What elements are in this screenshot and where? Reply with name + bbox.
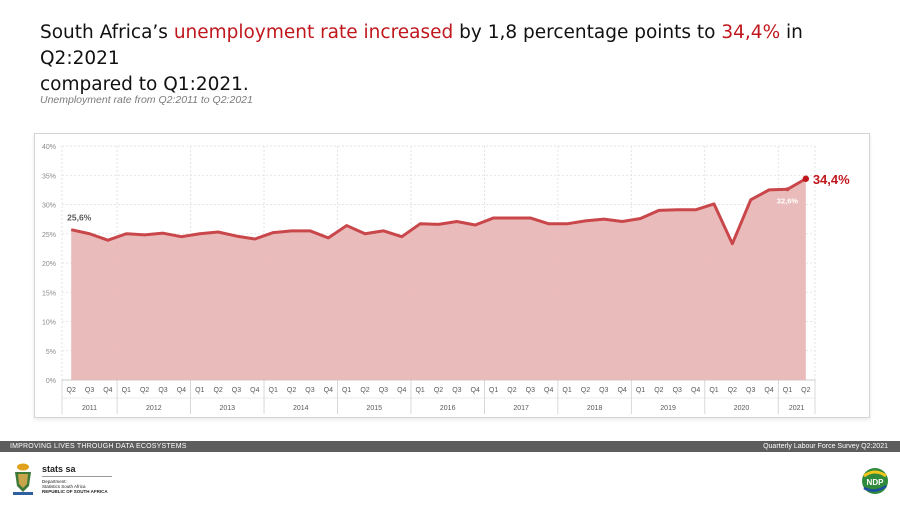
- data-point: [802, 175, 810, 182]
- data-label: 34,4%: [813, 172, 850, 187]
- x-tick-label-quarter: Q2: [213, 387, 222, 394]
- x-tick-label-quarter: Q2: [67, 387, 76, 394]
- x-tick-label-quarter: Q1: [269, 387, 278, 394]
- x-tick-label-quarter: Q1: [709, 387, 718, 394]
- x-tick-label-quarter: Q2: [434, 387, 443, 394]
- x-tick-label-quarter: Q1: [489, 387, 498, 394]
- y-tick-label: 25%: [42, 232, 56, 239]
- x-tick-label-quarter: Q4: [764, 387, 773, 394]
- x-tick-label-quarter: Q1: [562, 387, 571, 394]
- x-tick-label-quarter: Q1: [415, 387, 424, 394]
- logo-dept-3: REPUBLIC OF SOUTH AFRICA: [42, 489, 108, 494]
- ndp-logo-text: NDP: [867, 478, 885, 487]
- x-tick-label-quarter: Q4: [177, 387, 186, 394]
- y-tick-label: 35%: [42, 173, 56, 180]
- footer-report-title: Quarterly Labour Force Survey Q2:2021: [763, 443, 888, 450]
- x-tick-label-quarter: Q4: [103, 387, 112, 394]
- x-tick-label-year: 2016: [440, 405, 456, 412]
- headline-highlight-value: 34,4%: [721, 22, 781, 43]
- y-tick-label: 30%: [42, 203, 56, 210]
- x-tick-label-quarter: Q2: [287, 387, 296, 394]
- x-tick-label-quarter: Q3: [85, 387, 94, 394]
- logo-dept-1: Department:: [42, 479, 67, 484]
- x-tick-label-year: 2021: [789, 405, 805, 412]
- x-tick-label-quarter: Q3: [526, 387, 535, 394]
- x-tick-label-year: 2012: [146, 405, 162, 412]
- x-tick-label-year: 2019: [660, 405, 676, 412]
- x-tick-label-quarter: Q1: [636, 387, 645, 394]
- y-tick-label: 10%: [42, 320, 56, 327]
- x-tick-label-year: 2013: [220, 405, 236, 412]
- x-tick-label-quarter: Q2: [581, 387, 590, 394]
- x-tick-label-year: 2011: [82, 405, 97, 412]
- y-tick-label: 20%: [42, 261, 56, 268]
- headline: South Africa’s unemployment rate increas…: [40, 20, 880, 98]
- x-tick-label-year: 2017: [513, 405, 529, 412]
- x-tick-label-year: 2015: [366, 405, 382, 412]
- x-tick-label-quarter: Q4: [324, 387, 333, 394]
- coat-of-arms-icon: [13, 463, 33, 495]
- ndp-logo-icon: NDP: [862, 468, 888, 494]
- x-tick-label-quarter: Q1: [122, 387, 131, 394]
- x-tick-label-quarter: Q2: [507, 387, 516, 394]
- unemployment-area-chart: 0% 5% 10% 15% 20% 25% 30% 35% 40% Q2 Q3 Q4 Q1 Q2 Q3 Q4 Q…: [42, 144, 850, 414]
- x-tick-label-quarter: Q3: [673, 387, 682, 394]
- x-tick-label-quarter: Q2: [360, 387, 369, 394]
- x-tick-label-quarter: Q2: [728, 387, 737, 394]
- x-tick-label-quarter: Q4: [617, 387, 626, 394]
- x-tick-label-quarter: Q4: [471, 387, 480, 394]
- x-tick-label-quarter: Q3: [232, 387, 241, 394]
- y-tick-label: 15%: [42, 290, 56, 297]
- x-tick-label-quarter: Q4: [544, 387, 553, 394]
- x-tick-label-quarter: Q1: [342, 387, 351, 394]
- x-tick-label-year: 2018: [587, 405, 603, 412]
- footer-bar: IMPROVING LIVES THROUGH DATA ECOSYSTEMS …: [0, 441, 900, 452]
- data-label: 32,6%: [777, 196, 799, 205]
- footer-tagline: IMPROVING LIVES THROUGH DATA ECOSYSTEMS: [10, 443, 187, 450]
- y-tick-label: 0%: [46, 378, 56, 385]
- data-label: 25,6%: [67, 213, 92, 223]
- headline-highlight-rate: unemployment rate increased: [173, 22, 454, 43]
- headline-line-2: compared to Q1:2021.: [40, 74, 249, 95]
- y-tick-label: 5%: [46, 349, 56, 356]
- area-fill: [71, 178, 806, 380]
- headline-text-2: by 1,8 percentage points to: [453, 22, 722, 43]
- x-tick-label-quarter: Q1: [783, 387, 792, 394]
- y-tick-label: 40%: [42, 144, 56, 151]
- x-tick-label-quarter: Q4: [397, 387, 406, 394]
- x-tick-label-quarter: Q3: [158, 387, 167, 394]
- data-point: [785, 187, 790, 192]
- x-tick-label-quarter: Q3: [452, 387, 461, 394]
- headline-text-1: South Africa’s: [40, 22, 174, 43]
- logo-dept-2: Statistics South Africa: [42, 484, 86, 489]
- x-tick-label-quarter: Q2: [801, 387, 810, 394]
- chart-frame: 0% 5% 10% 15% 20% 25% 30% 35% 40% Q2 Q3 Q4 Q1 Q2 Q3 Q4 Q…: [34, 133, 870, 418]
- x-tick-label-quarter: Q3: [599, 387, 608, 394]
- x-tick-label-quarter: Q4: [250, 387, 259, 394]
- headline-text-3: in Q2:2021: [40, 22, 803, 69]
- x-tick-label-quarter: Q1: [195, 387, 204, 394]
- logo-brand: stats sa: [42, 464, 76, 474]
- stats-sa-logo: stats sa Department: Statistics South Af…: [10, 462, 120, 498]
- x-tick-label-year: 2020: [734, 405, 750, 412]
- x-tick-label-quarter: Q4: [691, 387, 700, 394]
- x-tick-label-quarter: Q3: [746, 387, 755, 394]
- logo-text: stats sa Department: Statistics South Af…: [42, 464, 112, 494]
- x-tick-label-quarter: Q2: [654, 387, 663, 394]
- x-tick-label-quarter: Q3: [305, 387, 314, 394]
- x-tick-label-year: 2014: [293, 405, 309, 412]
- x-tick-label-quarter: Q3: [379, 387, 388, 394]
- x-tick-label-quarter: Q2: [140, 387, 149, 394]
- chart-subtitle: Unemployment rate from Q2:2011 to Q2:202…: [40, 94, 253, 106]
